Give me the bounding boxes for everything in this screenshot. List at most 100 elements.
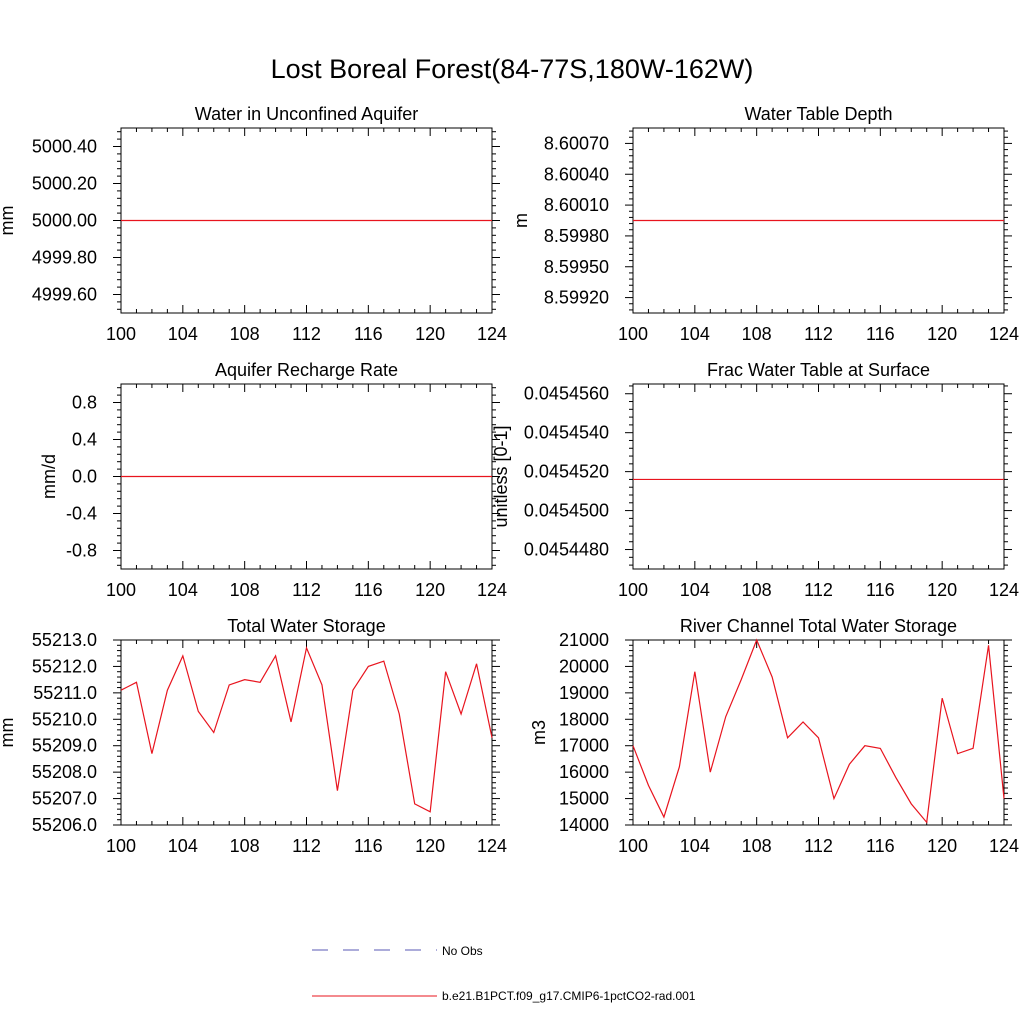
x-tick-label: 100 [106, 324, 136, 344]
y-tick-label: 0.0454500 [524, 501, 609, 521]
data-point [895, 777, 896, 778]
y-tick-label: 0.0454540 [524, 423, 609, 443]
x-tick-label: 120 [415, 580, 445, 600]
x-tick-label: 120 [415, 324, 445, 344]
x-tick-label: 124 [477, 324, 507, 344]
data-point [632, 479, 633, 480]
data-point [880, 748, 881, 749]
data-point [120, 690, 121, 691]
data-point [337, 790, 338, 791]
y-tick-label: 8.60010 [544, 195, 609, 215]
panel-2: Water Table Depth 100 104 108 112 116 120 124 8.… [511, 104, 1019, 344]
data-point [694, 671, 695, 672]
data-point [136, 682, 137, 683]
data-point [120, 220, 121, 221]
data-point [787, 737, 788, 738]
y-tick-label: 55207.0 [32, 789, 97, 809]
y-tick-label: 8.59950 [544, 257, 609, 277]
data-point [182, 655, 183, 656]
panel-1: Water in Unconfined Aquifer 100 104 108 112 1… [0, 104, 507, 344]
panel-title: River Channel Total Water Storage [680, 616, 957, 636]
x-tick-label: 116 [354, 324, 383, 344]
y-tick-label: 0.8 [72, 393, 97, 413]
data-point [229, 684, 230, 685]
series-line [120, 645, 493, 813]
y-tick-label: 16000 [559, 762, 609, 782]
data-point [430, 811, 431, 812]
data-point [368, 666, 369, 667]
x-tick-label: 124 [989, 324, 1019, 344]
data-point [833, 798, 834, 799]
panel-6: River Channel Total Water Storage 100 104 1… [529, 616, 1019, 856]
data-point [275, 655, 276, 656]
y-tick-label: 55209.0 [32, 736, 97, 756]
data-point [198, 711, 199, 712]
x-tick-label: 112 [804, 580, 833, 600]
x-tick-label: 124 [477, 836, 507, 856]
legend: No Obs b.e21.B1PCT.f09_g17.CMIP6-1pctCO2-… [312, 944, 696, 1003]
x-tick-label: 116 [354, 836, 383, 856]
x-tick-label: 124 [989, 836, 1019, 856]
panel-5: Total Water Storage 100 104 108 112 116 120 124… [0, 616, 507, 856]
y-tick-label: 55213.0 [32, 630, 97, 650]
data-point [491, 220, 492, 221]
plot-frame [632, 383, 1005, 570]
data-point [926, 822, 927, 823]
x-tick-label: 104 [168, 580, 198, 600]
y-tick-label: 8.59920 [544, 288, 609, 308]
y-tick-label: 55208.0 [32, 762, 97, 782]
x-tick-label: 112 [804, 324, 833, 344]
x-tick-label: 112 [804, 836, 833, 856]
x-tick-label: 108 [230, 580, 260, 600]
y-tick-label: 5000.40 [32, 137, 97, 157]
data-point [167, 690, 168, 691]
plot-frame [120, 639, 493, 826]
data-point [911, 803, 912, 804]
x-tick-label: 108 [742, 836, 772, 856]
data-point [710, 772, 711, 773]
y-tick-label: 17000 [559, 736, 609, 756]
panel-title: Water in Unconfined Aquifer [195, 104, 418, 124]
y-tick-label: 55206.0 [32, 815, 97, 835]
y-tick-label: 0.0 [72, 467, 97, 487]
y-axis-label: unitless [0-1] [491, 425, 511, 527]
x-tick-label: 108 [742, 580, 772, 600]
data-point [213, 732, 214, 733]
data-point [741, 679, 742, 680]
y-axis-label: m3 [529, 720, 549, 745]
y-tick-label: 21000 [559, 630, 609, 650]
data-point [1003, 479, 1004, 480]
y-tick-label: 8.60070 [544, 133, 609, 153]
data-point [120, 476, 121, 477]
x-tick-label: 124 [477, 580, 507, 600]
data-point [648, 785, 649, 786]
y-tick-label: 8.60040 [544, 164, 609, 184]
x-tick-label: 100 [618, 580, 648, 600]
x-tick-label: 112 [292, 836, 321, 856]
figure-title: Lost Boreal Forest(84-77S,180W-162W) [271, 54, 754, 84]
y-axis-label: mm/d [39, 454, 59, 499]
data-point [632, 745, 633, 746]
x-tick-label: 104 [680, 836, 710, 856]
y-tick-label: 55211.0 [33, 683, 97, 703]
panel-4: Frac Water Table at Surface 100 104 108 112 1… [491, 360, 1019, 600]
y-axis-label: mm [0, 206, 17, 236]
data-point [679, 766, 680, 767]
data-point [290, 721, 291, 722]
x-tick-label: 104 [680, 580, 710, 600]
data-point [725, 716, 726, 717]
data-point [756, 639, 757, 640]
y-tick-label: 55212.0 [32, 656, 97, 676]
data-point [445, 671, 446, 672]
x-tick-label: 100 [106, 580, 136, 600]
x-tick-label: 116 [354, 580, 383, 600]
data-point [306, 647, 307, 648]
data-point [864, 745, 865, 746]
x-tick-label: 108 [230, 836, 260, 856]
y-tick-label: 0.0454520 [524, 462, 609, 482]
panel-title: Aquifer Recharge Rate [215, 360, 398, 380]
y-tick-label: 14000 [559, 815, 609, 835]
data-point [802, 721, 803, 722]
y-tick-label: 5000.00 [32, 211, 97, 231]
x-tick-label: 120 [415, 836, 445, 856]
